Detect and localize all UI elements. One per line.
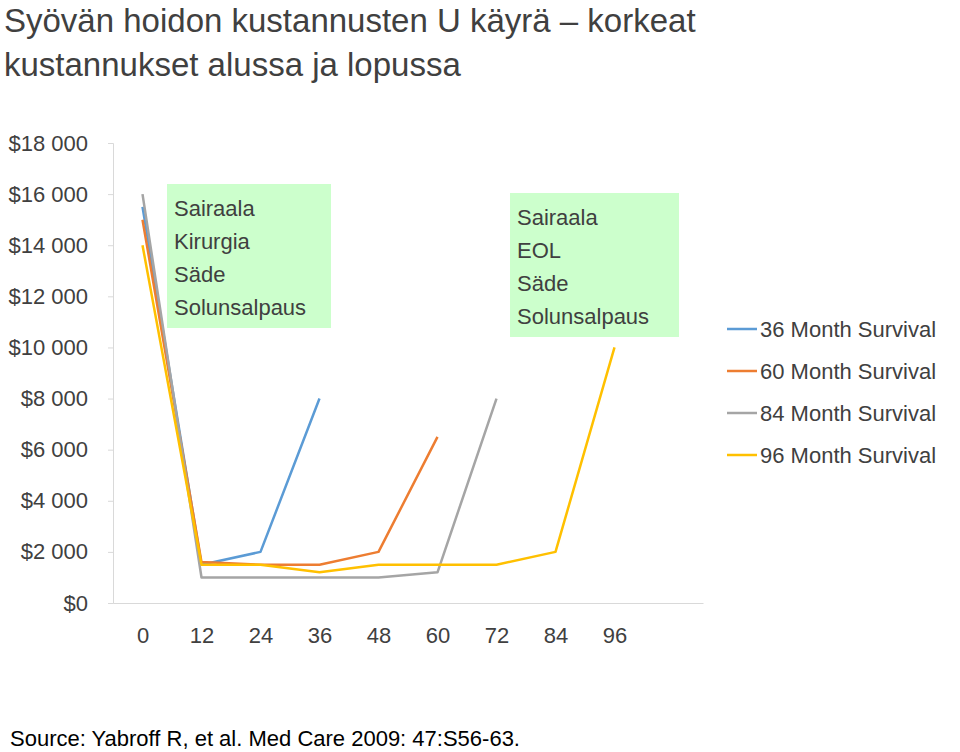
y-tick-label: $8 000	[21, 386, 88, 411]
y-tick: $16 000	[8, 182, 113, 207]
chart: Syövän hoidon kustannusten U käyrä – kor…	[0, 0, 960, 752]
y-tick: $10 000	[8, 335, 113, 360]
y-axis-line	[108, 144, 114, 604]
annotation-text: Säde	[517, 271, 568, 296]
x-tick-label: 36	[308, 623, 332, 648]
annotation-text: Kirurgia	[174, 229, 251, 254]
title: Syövän hoidon kustannusten U käyrä – kor…	[4, 2, 696, 83]
x-tick: 36	[308, 603, 332, 648]
x-tick-label: 48	[367, 623, 391, 648]
y-tick-mark	[108, 399, 113, 400]
y-tick-mark	[108, 143, 113, 144]
annotation-text: Sairaala	[174, 196, 255, 221]
source: Source: Yabroff R, et al. Med Care 2009:…	[10, 726, 520, 751]
y-tick-label: $12 000	[8, 284, 88, 309]
x-tick: 72	[485, 603, 509, 648]
series-line	[143, 245, 615, 572]
x-tick-label: 72	[485, 623, 509, 648]
y-tick-mark	[108, 296, 113, 297]
x-axis-line	[114, 603, 704, 604]
x-tick-label: 12	[190, 623, 214, 648]
y-tick-mark	[108, 603, 113, 604]
y-tick-label: $2 000	[21, 539, 88, 564]
annotation-box	[510, 193, 679, 337]
legend-swatch	[727, 370, 757, 373]
x-tick-label: 84	[544, 623, 568, 648]
y-tick-label: $10 000	[8, 335, 88, 360]
annotation: Sairaala EOL Säde Solunsalpaus	[510, 193, 679, 337]
y-tick: $2 000	[21, 539, 113, 564]
x-tick: 96	[603, 603, 627, 648]
y-tick: $18 000	[8, 131, 113, 156]
y-tick-label: $6 000	[21, 437, 88, 462]
y-tick: $8 000	[21, 386, 113, 411]
y-tick-label: $4 000	[21, 488, 88, 513]
y-tick: $4 000	[21, 488, 113, 513]
y-tick-label: $0	[64, 591, 88, 616]
annotation-text: Solunsalpaus	[174, 295, 306, 320]
legend-swatch	[727, 328, 757, 331]
x-tick-label: 0	[137, 623, 149, 648]
legend-label: 96 Month Survival	[760, 443, 936, 468]
x-tick: 24	[249, 603, 273, 648]
annotation-text: Solunsalpaus	[517, 304, 649, 329]
legend: 36 Month Survival 60 Month Survival 84 Mon…	[727, 317, 936, 468]
y-tick-mark	[108, 450, 113, 451]
x-tick: 84	[544, 603, 568, 648]
y-tick-label: $14 000	[8, 233, 88, 258]
y-tick: $14 000	[8, 233, 113, 258]
y-axis: $0 $2 000 $4 000 $6 000 $8 000 $10 000 $12 000…	[8, 131, 113, 616]
x-tick-label: 24	[249, 623, 273, 648]
y-tick-mark	[108, 245, 113, 246]
y-tick: $12 000	[8, 284, 113, 309]
y-tick-mark	[108, 552, 113, 553]
annotation-box	[167, 184, 331, 328]
annotation-text: Sairaala	[517, 205, 598, 230]
x-tick: 0	[137, 603, 149, 648]
legend-swatch	[727, 454, 757, 457]
annotation-text: EOL	[517, 238, 561, 263]
y-tick: $6 000	[21, 437, 113, 462]
y-tick-label: $18 000	[8, 131, 88, 156]
y-tick-mark	[108, 501, 113, 502]
legend-label: 84 Month Survival	[760, 401, 936, 426]
y-tick-label: $16 000	[8, 182, 88, 207]
y-tick-mark	[108, 194, 113, 195]
x-tick-label: 60	[426, 623, 450, 648]
x-tick: 12	[190, 603, 214, 648]
y-tick-mark	[108, 347, 113, 348]
legend-label: 60 Month Survival	[760, 359, 936, 384]
annotation: Sairaala Kirurgia Säde Solunsalpaus	[167, 184, 331, 328]
legend-label: 36 Month Survival	[760, 317, 936, 342]
x-axis: 0 12 24 36 48 60 72 84 96	[114, 603, 704, 648]
legend-swatch	[727, 412, 757, 415]
plot-area	[143, 194, 615, 577]
x-tick: 48	[367, 603, 391, 648]
x-tick-label: 96	[603, 623, 627, 648]
x-tick: 60	[426, 603, 450, 648]
y-tick: $0	[64, 591, 113, 616]
annotation-text: Säde	[174, 262, 225, 287]
